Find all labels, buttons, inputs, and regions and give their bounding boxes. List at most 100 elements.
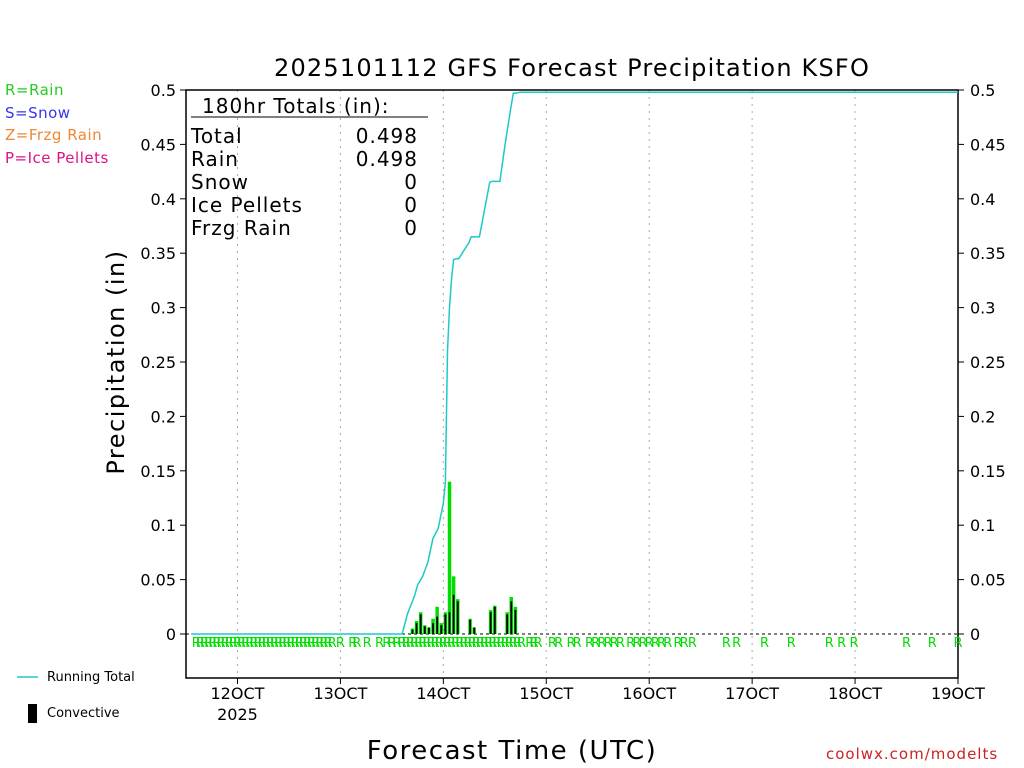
ptype-marker: R	[760, 636, 769, 651]
ptype-marker: R	[455, 636, 464, 651]
ptype-marker: R	[348, 636, 357, 651]
ptype-marker: R	[315, 636, 324, 651]
convective-bar	[473, 627, 476, 634]
ptype-marker: R	[196, 636, 205, 651]
ptype-marker: R	[254, 636, 263, 651]
x-tick-label: 15OCT	[519, 684, 573, 703]
ptype-marker: R	[953, 636, 962, 651]
y-tick-label-right: 0.35	[970, 244, 1006, 263]
ptype-marker: R	[216, 636, 225, 651]
y-tick-label-left: 0.45	[140, 135, 176, 154]
convective-bar	[423, 626, 426, 634]
ptype-marker: R	[484, 636, 493, 651]
convective-bar	[514, 610, 517, 634]
ptype-marker: R	[928, 636, 937, 651]
ptype-marker: R	[902, 636, 911, 651]
ptype-marker: R	[673, 636, 682, 651]
ptype-marker: R	[496, 636, 505, 651]
ptype-marker: R	[352, 636, 361, 651]
ptype-marker: R	[266, 636, 275, 651]
ptype-marker: R	[464, 636, 473, 651]
convective-bar	[444, 614, 447, 634]
ptype-marker: R	[204, 636, 213, 651]
ptype-marker: R	[513, 636, 522, 651]
ptype-marker: R	[392, 636, 401, 651]
ptype-marker: R	[680, 636, 689, 651]
totals-row-value: 0	[404, 193, 418, 217]
ptype-marker: R	[639, 636, 648, 651]
totals-heading: 180hr Totals (in):	[202, 94, 390, 118]
totals-row-value: 0	[404, 170, 418, 194]
ptype-marker: R	[336, 636, 345, 651]
ptype-marker: R	[554, 636, 563, 651]
y-tick-label-right: 0.05	[970, 571, 1006, 590]
ptype-marker: R	[505, 636, 514, 651]
convective-bar	[411, 629, 414, 634]
ptype-marker: R	[548, 636, 557, 651]
convective-legend-swatch	[28, 704, 37, 723]
ptype-marker: R	[439, 636, 448, 651]
ptype-marker: R	[431, 636, 440, 651]
convective-bar	[428, 627, 430, 634]
ptype-marker: R	[387, 636, 396, 651]
ptype-marker: R	[233, 636, 242, 651]
x-tick-label: 12OCT	[211, 684, 265, 703]
ptype-marker: R	[270, 636, 279, 651]
x-tick-sublabel: 2025	[217, 705, 258, 724]
x-axis-label: Forecast Time (UTC)	[367, 736, 658, 766]
ptype-marker: R	[208, 636, 217, 651]
ptype-marker: R	[472, 636, 481, 651]
totals-row-label: Frzg Rain	[191, 216, 292, 240]
y-tick-label-left: 0.35	[140, 244, 176, 263]
convective-bar	[419, 614, 422, 634]
ptype-marker: R	[657, 636, 666, 651]
ptype-marker: R	[262, 636, 271, 651]
legend-freezing-rain: Z=Frzg Rain	[5, 126, 103, 144]
ptype-marker: R	[651, 636, 660, 651]
ptype-marker: R	[604, 636, 613, 651]
ptype-marker: R	[295, 636, 304, 651]
ptype-marker: R	[200, 636, 209, 651]
y-tick-label-right: 0.25	[970, 353, 1006, 372]
ptype-marker: R	[480, 636, 489, 651]
ptype-marker: R	[212, 636, 221, 651]
ptype-marker: R	[443, 636, 452, 651]
x-tick-label: 14OCT	[416, 684, 470, 703]
running-total-legend-label: Running Total	[47, 670, 135, 685]
ptype-marker: R	[225, 636, 234, 651]
convective-bar	[489, 612, 492, 634]
ptype-marker: R	[566, 636, 575, 651]
chart-title: 2025101112 GFS Forecast Precipitation KS…	[274, 54, 870, 82]
y-tick-label-right: 0.45	[970, 135, 1006, 154]
ptype-marker: R	[525, 636, 534, 651]
totals-row-value: 0.498	[356, 147, 418, 171]
convective-bar	[440, 625, 443, 634]
x-tick-label: 18OCT	[828, 684, 882, 703]
ptype-marker: R	[585, 636, 594, 651]
rain-bar	[447, 481, 452, 634]
totals-row-value: 0.498	[356, 124, 418, 148]
ptype-marker: R	[375, 636, 384, 651]
ptype-marker: R	[529, 636, 538, 651]
ptype-marker: R	[645, 636, 654, 651]
ptype-marker: R	[307, 636, 316, 651]
ptype-marker: R	[597, 636, 606, 651]
ptype-marker: R	[192, 636, 201, 651]
ptype-marker: R	[509, 636, 518, 651]
ptype-marker: R	[410, 636, 419, 651]
ptype-marker: R	[237, 636, 246, 651]
plot-frame	[185, 89, 959, 679]
ptype-marker: R	[291, 636, 300, 651]
ptype-marker: R	[258, 636, 267, 651]
ptype-marker: R	[616, 636, 625, 651]
y-tick-label-left: 0.25	[140, 353, 176, 372]
ptype-marker: R	[517, 636, 526, 651]
ptype-marker: R	[382, 636, 391, 651]
totals-row-label: Total	[190, 124, 243, 148]
x-tick-label: 17OCT	[725, 684, 779, 703]
convective-bar	[452, 594, 455, 634]
y-tick-label-right: 0.5	[970, 81, 995, 100]
ptype-marker: R	[406, 636, 415, 651]
ptype-marker: R	[324, 636, 333, 651]
